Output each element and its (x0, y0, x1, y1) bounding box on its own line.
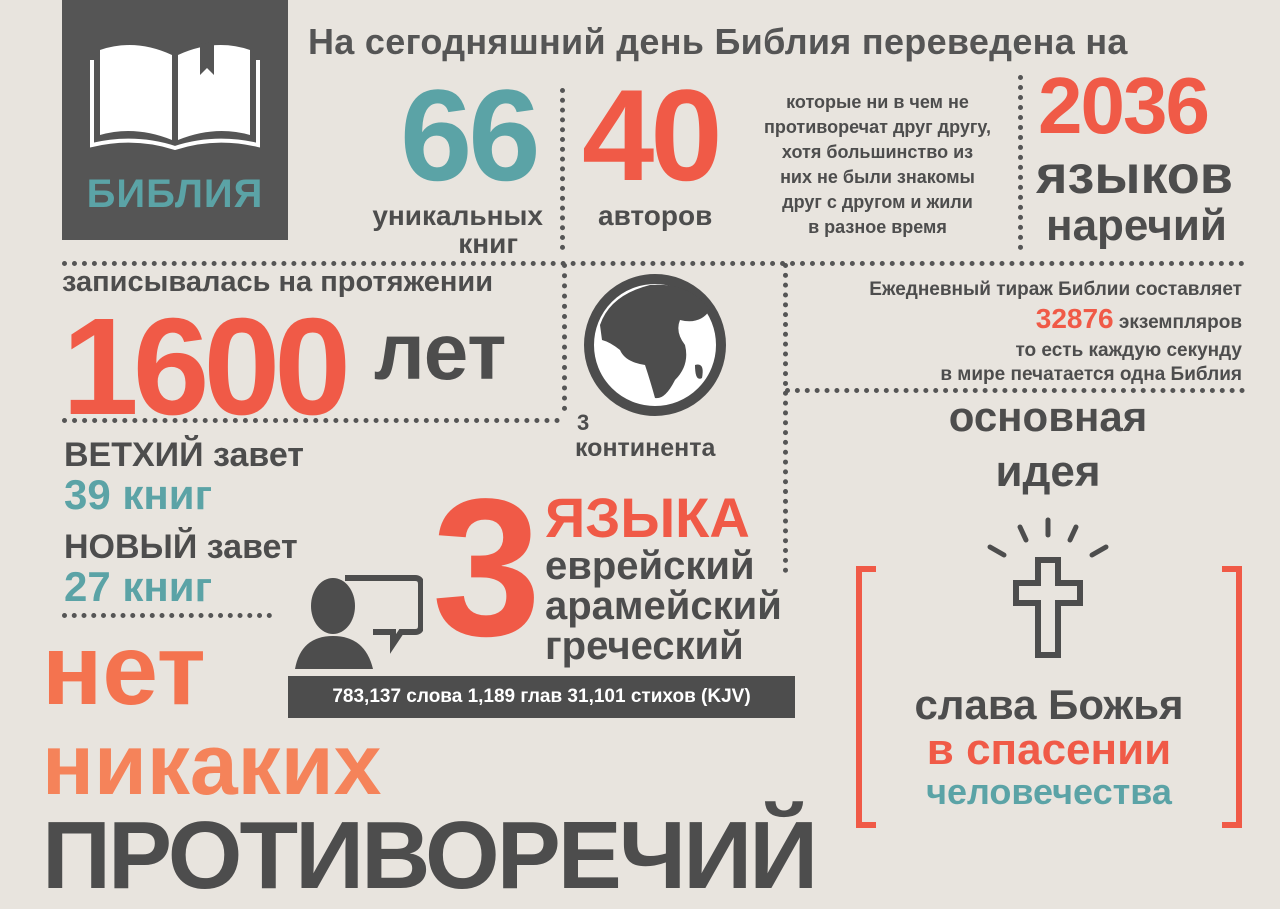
main-idea-title-2: идея (995, 447, 1101, 496)
books-label-2: книг (458, 228, 518, 259)
language-item: греческий (545, 624, 744, 668)
divider (1018, 75, 1023, 250)
daily-number: 32876 (1035, 303, 1114, 334)
period-number: 1600 (62, 290, 351, 444)
divider (562, 263, 567, 411)
divider (560, 88, 565, 250)
bracket-right (1222, 566, 1242, 828)
old-testament-label: ВЕТХИЙ завет (64, 436, 304, 474)
continents-label-2: континента (575, 434, 716, 462)
period-unit: лет (374, 307, 507, 396)
original-languages-label: ЯЗЫКА (545, 486, 750, 549)
authors-note: которые ни в чем не противоречат друг др… (764, 92, 991, 237)
languages-label-1: языков (1036, 145, 1233, 205)
languages-number: 2036 (1038, 61, 1210, 150)
divider (62, 418, 560, 423)
logo-label: БИБЛИЯ (86, 172, 264, 216)
daily-print-info: Ежедневный тираж Библии составляет 32876… (869, 279, 1242, 385)
main-idea-title-1: основная (948, 393, 1148, 440)
authors-label: авторов (598, 200, 713, 231)
divider (62, 261, 1245, 266)
slogan-line-2: никаких (42, 717, 382, 813)
new-testament-label: НОВЫЙ завет (64, 528, 298, 566)
new-testament-count: 27 книг (64, 563, 213, 610)
divider (783, 263, 788, 573)
books-number: 66 (400, 62, 541, 208)
open-book-icon (90, 42, 260, 150)
globe-icon (584, 274, 726, 416)
period-intro: записывалась на протяжении (62, 266, 494, 298)
main-idea-line-2: в спасении (926, 725, 1172, 774)
cross-icon (987, 517, 1109, 658)
stats-bar: 783,137 слова 1,189 глав 31,101 стихов (… (288, 676, 795, 718)
slogan-line-3: ПРОТИВОРЕЧИЙ (42, 802, 818, 909)
original-languages-number: 3 (432, 458, 542, 677)
old-testament-count: 39 книг (64, 471, 213, 518)
speaking-person-icon (295, 575, 423, 669)
language-item: еврейский (545, 544, 755, 588)
main-idea-line-1: слава Божья (914, 681, 1184, 728)
bracket-left (856, 566, 876, 828)
divider (62, 613, 272, 618)
divider (785, 388, 1245, 393)
books-label-1: уникальных (372, 200, 543, 231)
languages-label-2: наречий (1046, 201, 1227, 250)
continents-label-1: 3 (577, 410, 590, 435)
page-title: На сегодняшний день Библия переведена на (308, 21, 1128, 62)
language-item: арамейский (545, 584, 782, 628)
main-idea-line-3: человечества (926, 771, 1172, 812)
slogan-line-1: нет (42, 614, 206, 726)
authors-number: 40 (582, 62, 723, 208)
logo-box: БИБЛИЯ (62, 0, 288, 240)
